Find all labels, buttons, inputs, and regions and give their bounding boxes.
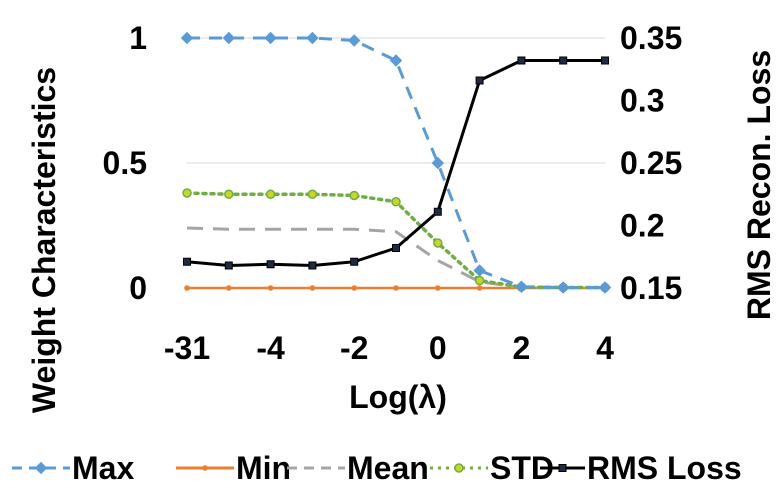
x-tick-label: 4 [596,330,614,366]
series-line-max [187,36,605,289]
data-point-rms-loss [559,56,568,65]
legend-label-max: Max [72,450,134,486]
data-point-max [222,31,236,45]
data-point-max [389,54,403,67]
y2-tick-label: 0.2 [620,208,664,244]
y-axis-title: Weight Characteristics [26,67,62,413]
data-point-std [349,190,359,201]
data-point-min [184,285,190,291]
y-tick-label: 0.5 [103,145,147,181]
y2-axis-title: RMS Recon. Loss [741,50,777,320]
series-line-std [185,191,607,290]
series-std [182,188,610,293]
data-point-max [306,31,319,45]
y2-tick-label: 0.25 [620,145,682,181]
data-point-max [180,31,194,45]
y2-tick-label: 0.15 [620,270,682,306]
legend-item-std: STD [430,450,554,486]
data-point-min [393,285,399,291]
series-layer [180,31,612,294]
series-mean [186,226,605,290]
legend-label-rms-loss: RMS Loss [587,450,742,486]
right-axis-ticks: 0.15 0.2 0.25 0.3 0.35 [620,20,682,306]
data-point-rms-loss [601,56,609,65]
data-point-rms-loss [433,207,442,216]
y2-tick-label: 0.35 [620,20,682,56]
legend: Max Min Mean STD RMS Loss [12,450,742,486]
series-line-mean [186,226,605,290]
data-point-rms-loss [266,260,275,269]
data-point-std [391,197,401,207]
legend-marker-max [34,461,48,475]
data-point-rms-loss [183,257,191,266]
legend-label-min: Min [236,450,291,486]
data-point-max [347,34,361,47]
data-point-min [435,285,441,291]
data-point-min [476,285,483,291]
x-axis-title: Log(λ) [349,379,447,415]
data-point-max [556,281,570,294]
data-point-max [598,281,612,294]
y-tick-label: 1 [129,20,147,56]
data-point-rms-loss [224,261,233,270]
legend-item-max: Max [12,450,134,486]
x-tick-label: -4 [256,330,285,366]
x-tick-label: -2 [340,330,368,366]
legend-item-min: Min [176,450,291,486]
data-point-max [515,280,528,293]
series-rms-loss [183,56,609,270]
legend-marker-std [454,463,464,473]
y2-tick-label: 0.3 [620,83,664,119]
data-point-std [182,188,192,198]
data-point-rms-loss [350,257,359,266]
data-point-std [224,189,234,199]
data-point-min [309,285,316,291]
left-axis-ticks: 00.51 [103,20,147,306]
data-point-std [474,275,485,286]
data-point-max [264,31,277,45]
data-point-std [433,238,443,248]
data-point-rms-loss [308,261,317,270]
data-point-rms-loss [392,244,400,252]
data-point-std [265,189,276,199]
data-point-max [431,156,445,170]
x-tick-label: 2 [513,330,531,366]
legend-label-mean: Mean [347,450,429,486]
legend-marker-rms-loss [558,464,567,472]
series-max [180,31,612,294]
legend-marker-min [202,465,208,471]
legend-item-rms-loss: RMS Loss [540,450,742,486]
data-point-max [473,264,486,277]
data-point-min [267,285,274,291]
data-point-std [307,189,318,199]
y-tick-label: 0 [129,270,147,306]
data-point-rms-loss [517,56,526,65]
data-point-min [351,285,358,291]
data-point-rms-loss [475,76,484,85]
x-tick-label: -31 [164,330,210,366]
data-point-min [226,285,232,291]
x-axis-ticks: -31 -4 -2 0 2 4 [164,330,614,366]
legend-item-mean: Mean [287,450,429,486]
x-tick-label: 0 [429,330,447,366]
